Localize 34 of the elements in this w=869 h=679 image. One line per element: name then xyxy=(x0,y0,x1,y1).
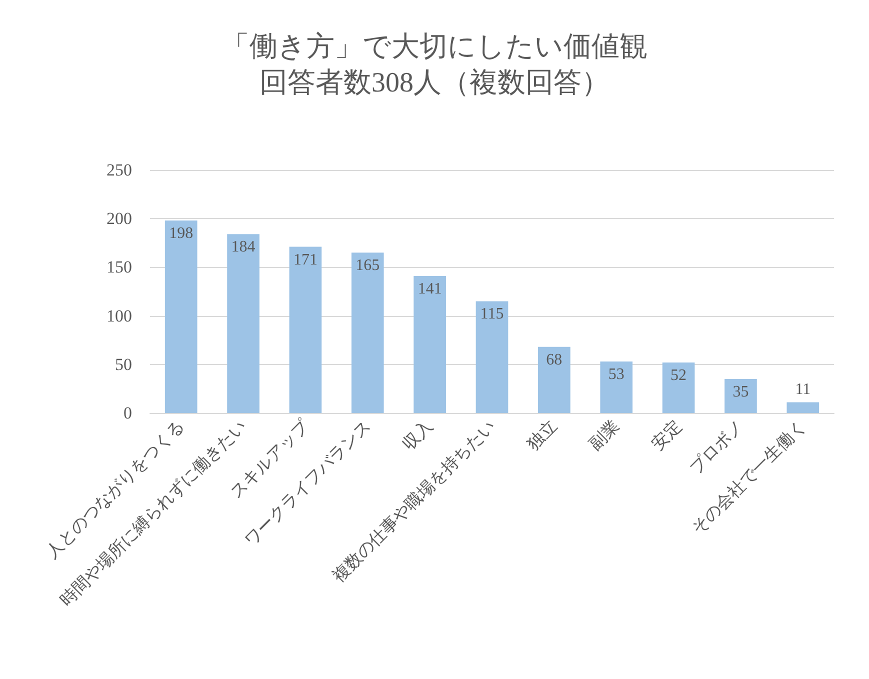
data-label: 11 xyxy=(795,380,811,398)
y-tick-label: 50 xyxy=(115,354,132,374)
data-label: 141 xyxy=(418,280,442,298)
bar xyxy=(538,346,570,413)
chart-title: 「働き方」で大切にしたい価値観 xyxy=(222,32,648,62)
bar xyxy=(164,220,198,413)
chart-subtitle: 回答者数308人（複数回答） xyxy=(260,68,610,98)
x-tick-label: 安定 xyxy=(648,416,686,454)
y-tick-label: 250 xyxy=(106,160,132,180)
bar xyxy=(227,234,260,413)
x-tick-label: 独立 xyxy=(523,416,561,454)
data-label: 68 xyxy=(546,351,562,368)
bar xyxy=(351,252,384,413)
data-label: 198 xyxy=(169,225,194,242)
bar xyxy=(414,276,446,413)
bar xyxy=(600,361,633,413)
data-label: 35 xyxy=(732,383,749,400)
data-label: 171 xyxy=(293,251,318,268)
x-tick-label: 収入 xyxy=(399,416,437,454)
bar xyxy=(476,301,508,413)
bar xyxy=(786,402,820,413)
data-label: 52 xyxy=(670,366,687,384)
y-tick-label: 0 xyxy=(124,404,132,422)
data-label: 53 xyxy=(608,366,624,383)
y-tick-label: 100 xyxy=(106,306,132,326)
x-tick-label: 副業 xyxy=(586,416,624,454)
data-label: 165 xyxy=(356,257,380,274)
data-label: 184 xyxy=(231,238,256,256)
bar xyxy=(289,246,322,413)
y-tick-label: 200 xyxy=(106,209,132,228)
bar xyxy=(662,362,695,413)
bar xyxy=(724,378,757,413)
y-tick-label: 150 xyxy=(106,258,132,277)
data-label: 115 xyxy=(480,306,504,323)
